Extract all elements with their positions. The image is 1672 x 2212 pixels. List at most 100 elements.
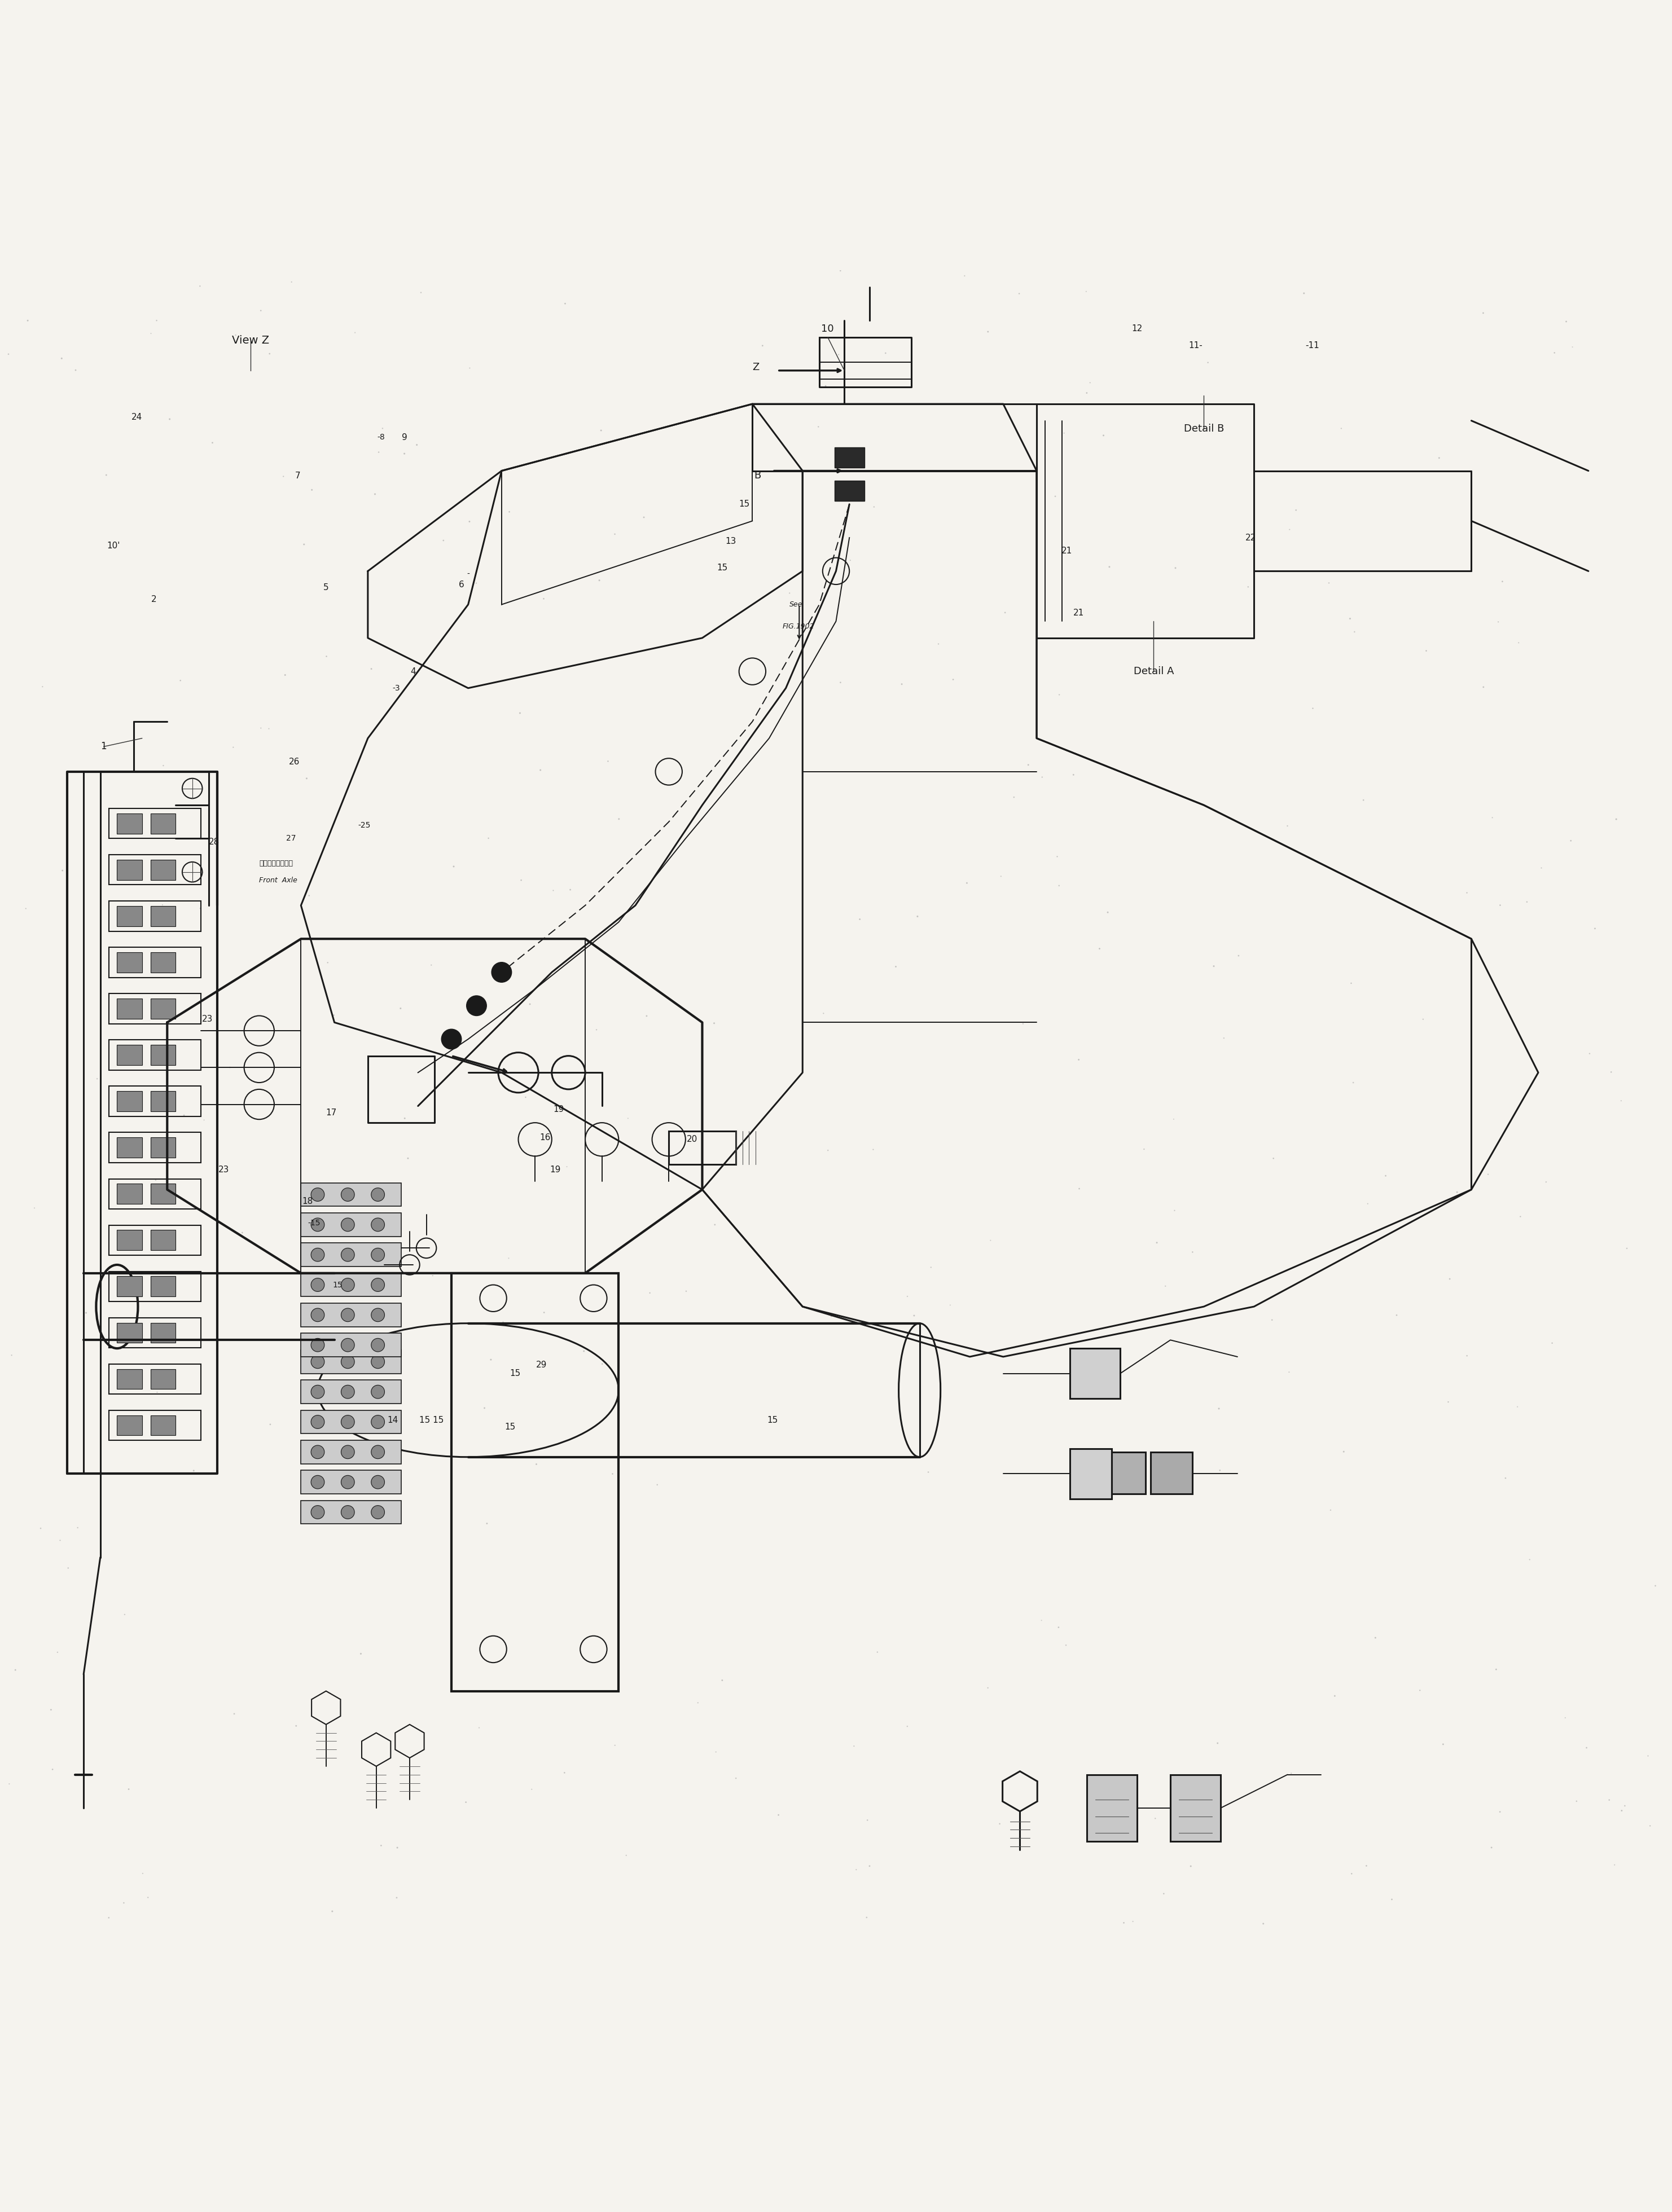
Point [490,1305,517,1340]
Point [22,1190,48,1225]
Point [144,303,171,338]
Text: -8: -8 [378,434,385,442]
Text: 23: 23 [202,1015,212,1024]
Bar [150,1416,176,1436]
Bar [117,1369,142,1389]
Circle shape [371,1356,385,1369]
Text: 11-: 11- [1189,341,1202,349]
Point [1430,1728,1456,1763]
Point [846,902,873,938]
Text: 15: 15 [505,1422,515,1431]
Bar [150,1091,176,1110]
Circle shape [371,1338,385,1352]
Point [918,1250,945,1285]
Point [1043,838,1070,874]
Text: 5: 5 [323,584,329,593]
Point [1553,303,1580,338]
Point [47,1522,74,1557]
Point [1373,1159,1399,1194]
Circle shape [341,1506,354,1520]
Point [1207,1453,1234,1489]
Point [634,998,660,1033]
Point [0,1338,25,1374]
Point [1453,1338,1480,1374]
Point [1226,938,1252,973]
Point [1533,1164,1560,1199]
Point [62,352,89,387]
Point [27,1511,54,1546]
Bar [117,814,142,834]
Bar [150,860,176,880]
Bar [150,1230,176,1250]
Point [1602,1847,1629,1882]
Point [828,252,854,288]
Bar [109,1225,201,1254]
Point [478,1343,505,1378]
Bar [117,998,142,1020]
Point [453,1785,480,1820]
Text: Detail A: Detail A [1134,666,1174,677]
Bar [117,1091,142,1110]
Bar [301,1380,401,1405]
Circle shape [371,1307,385,1321]
Text: 21: 21 [1062,546,1072,555]
Point [2,1652,28,1688]
Point [587,414,614,449]
Point [1097,549,1124,584]
Point [991,595,1018,630]
Point [1486,887,1513,922]
Point [1582,911,1608,947]
Point [552,285,579,321]
Point [1413,633,1440,668]
Point [507,695,533,730]
Point [1435,1385,1461,1420]
Point [1065,1042,1092,1077]
Point [313,639,339,675]
Bar [1170,1774,1221,1840]
Text: 14: 14 [388,1416,398,1425]
Text: 15 15: 15 15 [420,1416,443,1425]
Point [291,526,318,562]
Point [841,1728,868,1763]
Bar [117,1044,142,1064]
Text: 9: 9 [401,434,408,442]
Point [278,263,304,299]
Point [951,259,978,294]
Point [843,1851,869,1887]
Text: See: See [789,602,803,608]
Point [1261,1141,1287,1177]
Point [1299,690,1326,726]
Point [43,1635,70,1670]
Point [1170,1471,1197,1506]
Point [478,1055,505,1091]
Point [905,898,931,933]
Point [129,1856,155,1891]
Point [256,710,283,745]
Point [1047,677,1073,712]
Point [408,274,435,310]
Point [776,575,803,611]
Point [1045,1610,1072,1646]
Point [1595,1783,1622,1818]
Point [1513,885,1540,920]
Point [1291,276,1318,312]
Circle shape [492,962,512,982]
Point [1259,1303,1286,1338]
Point [614,1838,640,1874]
Point [1480,801,1506,836]
Point [523,1447,550,1482]
Point [766,1798,793,1834]
Bar [301,1500,401,1524]
Point [257,1407,284,1442]
Point [864,1635,891,1670]
Point [1354,1186,1381,1221]
Point [1206,1391,1232,1427]
Text: 22: 22 [1246,533,1256,542]
Circle shape [311,1356,324,1369]
Circle shape [311,1338,324,1352]
Point [702,1208,729,1243]
Bar [150,998,176,1020]
Point [269,458,296,493]
Point [975,314,1002,349]
Point [1000,779,1027,814]
